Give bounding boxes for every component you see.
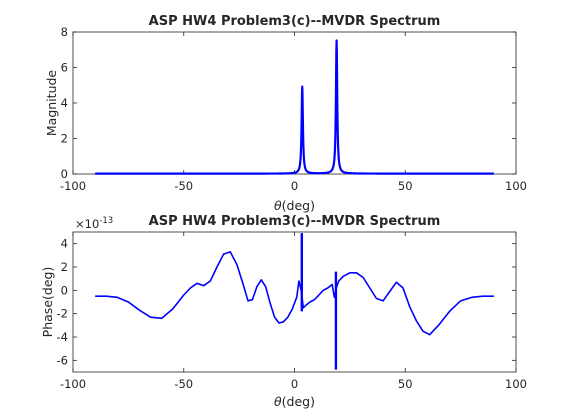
top-xtick-label: -50 <box>174 179 193 193</box>
bot-ytick-label: 2 <box>61 260 68 274</box>
bot-ytick-label: -4 <box>57 330 68 344</box>
bot-ytick-label: -6 <box>57 353 68 367</box>
chart-title-top: ASP HW4 Problem3(c)--MVDR Spectrum <box>149 14 441 29</box>
top-ytick-label: 2 <box>61 132 68 146</box>
plot-area-bottom <box>95 233 494 370</box>
series-line-magnitude <box>94 39 495 175</box>
bot-xtick-label: 50 <box>398 377 413 391</box>
top-xtick-label: 0 <box>291 179 298 193</box>
subplot-magnitude: ASP HW4 Problem3(c)--MVDR Spectrum -100-… <box>44 14 527 213</box>
y-scale-exponent: -13 <box>99 216 113 226</box>
bot-xtick-label: -100 <box>60 377 86 391</box>
subplot-phase: ASP HW4 Problem3(c)--MVDR Spectrum ×10-1… <box>40 214 527 409</box>
x-axis-label-top: θ(deg) <box>274 198 315 213</box>
bot-xtick-label: -50 <box>174 377 193 391</box>
chart-title-bottom: ASP HW4 Problem3(c)--MVDR Spectrum <box>149 214 441 229</box>
y-scale-factor: ×10-13 <box>75 216 113 231</box>
bot-xtick-label: 0 <box>291 377 298 391</box>
x-axis-symbol-top: θ <box>274 198 282 213</box>
axes-box-top <box>72 31 517 175</box>
y-axis-label-top: Magnitude <box>44 70 59 137</box>
y-scale-base: ×10 <box>75 217 99 231</box>
bot-xtick-label: 100 <box>505 377 527 391</box>
top-ytick-label: 0 <box>61 167 68 181</box>
tick-group-bottom: -100 -50 0 50 100 -6 -4 -2 0 2 4 <box>57 232 527 391</box>
x-axis-unit-top: (deg) <box>282 198 315 213</box>
x-axis-symbol-bottom: θ <box>274 394 282 409</box>
top-xtick-label: 100 <box>505 179 527 193</box>
top-ytick-label: 6 <box>61 61 68 75</box>
y-axis-label-bottom: Phase(deg) <box>40 267 55 338</box>
x-axis-unit-bottom: (deg) <box>282 394 315 409</box>
bot-ytick-label: 4 <box>61 237 68 251</box>
x-axis-label-bottom: θ(deg) <box>274 394 315 409</box>
tick-group-top: -100 -50 0 50 100 0 2 4 6 8 <box>60 25 527 193</box>
bot-ytick-label: 0 <box>61 283 68 297</box>
bot-ytick-label: -2 <box>57 307 68 321</box>
spike-group <box>300 233 338 370</box>
top-ytick-label: 8 <box>61 25 68 39</box>
top-ytick-label: 4 <box>61 96 68 110</box>
top-xtick-label: 50 <box>398 179 413 193</box>
top-xtick-label: -100 <box>60 179 86 193</box>
